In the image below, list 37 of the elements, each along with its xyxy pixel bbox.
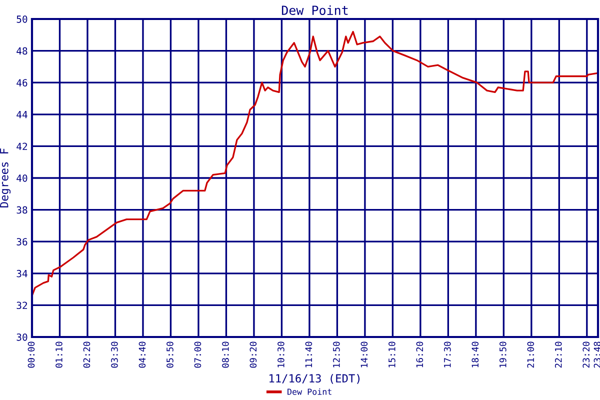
x-tick-label: 01:10 xyxy=(56,342,62,368)
x-tick-label: 14:00 xyxy=(360,342,368,368)
x-tick-label: 16:20 xyxy=(416,342,424,368)
y-tick-label: 32 xyxy=(16,302,28,310)
y-tick-label: 50 xyxy=(16,16,28,23)
x-tick-label: 18:40 xyxy=(472,342,479,368)
line-series xyxy=(32,30,598,296)
x-tick-label: 19:50 xyxy=(499,342,506,368)
x-tick-label: 17:30 xyxy=(444,342,451,368)
y-tick-label: 40 xyxy=(16,174,28,182)
x-tick-label: 21:00 xyxy=(527,342,534,368)
y-tick-label: 34 xyxy=(16,270,28,278)
x-tick-label: 04:40 xyxy=(138,342,146,368)
y-tick-label: 48 xyxy=(16,47,28,55)
x-tick-label: 03:30 xyxy=(111,342,118,368)
x-tick-label: 00:00 xyxy=(28,342,35,368)
x-tick-label: 07:00 xyxy=(194,342,202,368)
x-tick-label: 09:20 xyxy=(250,342,257,368)
legend-label: Dew Point xyxy=(288,388,332,395)
x-tick-label: 05:50 xyxy=(166,342,174,368)
x-tick-label: 15:10 xyxy=(388,342,396,368)
y-tick-label: 30 xyxy=(16,334,28,341)
x-tick-label: 11:40 xyxy=(305,342,312,368)
y-tick-label: 42 xyxy=(16,142,28,150)
y-tick-label: 36 xyxy=(16,238,28,246)
y-tick-label: 38 xyxy=(16,206,28,214)
x-axis-title: 11/16/13 (EDT) xyxy=(270,374,360,384)
y-axis-title: Degrees F xyxy=(0,148,11,208)
x-tick-label: 02:20 xyxy=(83,342,90,368)
x-tick-label: 12:50 xyxy=(333,342,340,368)
chart-title: Dew Point xyxy=(282,5,348,16)
y-tick-label: 46 xyxy=(16,79,28,86)
x-tick-label: 22:10 xyxy=(554,342,562,368)
x-tick-label: 10:30 xyxy=(278,342,284,368)
x-tick-label: 23:20 xyxy=(582,342,590,368)
y-tick-label: 44 xyxy=(16,111,28,118)
x-tick-label: 08:10 xyxy=(222,342,229,368)
